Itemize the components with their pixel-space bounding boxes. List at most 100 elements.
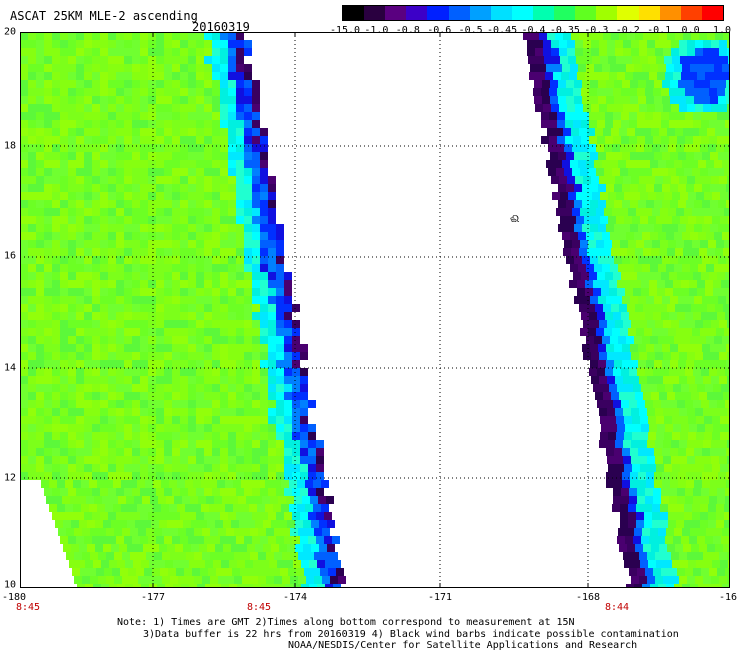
data-cell	[108, 216, 116, 224]
data-cell	[250, 552, 258, 560]
data-cell	[663, 376, 671, 384]
data-cell	[220, 304, 228, 312]
data-cell	[276, 376, 284, 384]
data-cell	[253, 584, 261, 588]
data-cell	[537, 72, 545, 80]
data-cell	[148, 512, 156, 520]
data-cell	[244, 280, 252, 288]
data-cell	[646, 344, 654, 352]
data-cell	[276, 304, 284, 312]
colorbar-segment	[427, 6, 449, 20]
data-cell	[204, 472, 212, 480]
data-cell	[727, 40, 730, 48]
data-cell	[675, 248, 683, 256]
data-cell	[621, 136, 629, 144]
data-cell	[571, 32, 579, 40]
data-cell	[20, 264, 28, 272]
data-cell	[591, 376, 599, 384]
data-cell	[601, 288, 609, 296]
data-cell	[196, 152, 204, 160]
data-cell	[548, 144, 556, 152]
data-cell	[284, 416, 292, 424]
data-cell	[95, 520, 103, 528]
data-cell	[710, 224, 718, 232]
data-cell	[20, 112, 28, 120]
data-cell	[156, 368, 164, 376]
data-cell	[36, 192, 44, 200]
data-cell	[212, 400, 220, 408]
data-cell	[132, 184, 140, 192]
data-cell	[268, 400, 276, 408]
data-cell	[294, 496, 302, 504]
colorbar-segment	[638, 6, 660, 20]
data-cell	[622, 96, 630, 104]
data-cell	[148, 88, 156, 96]
data-cell	[228, 296, 236, 304]
data-cell	[140, 216, 148, 224]
data-cell	[20, 184, 28, 192]
data-cell	[648, 416, 656, 424]
data-cell	[653, 136, 661, 144]
data-cell	[68, 168, 76, 176]
data-cell	[686, 96, 694, 104]
data-cell	[44, 400, 52, 408]
data-cell	[618, 264, 626, 272]
data-cell	[292, 368, 300, 376]
data-cell	[260, 512, 268, 520]
data-cell	[617, 536, 625, 544]
data-cell	[260, 176, 268, 184]
data-cell	[84, 144, 92, 152]
data-cell	[308, 448, 316, 456]
data-cell	[84, 32, 92, 40]
data-cell	[124, 168, 132, 176]
data-cell	[575, 40, 583, 48]
colorbar-segment	[490, 6, 512, 20]
data-cell	[648, 464, 656, 472]
data-cell	[583, 320, 591, 328]
data-cell	[132, 280, 140, 288]
data-cell	[701, 488, 709, 496]
data-cell	[124, 400, 132, 408]
data-cell	[680, 416, 688, 424]
colorbar-label: -0.35	[549, 25, 580, 36]
data-cell	[679, 40, 687, 48]
data-cell	[196, 440, 204, 448]
data-cell	[250, 576, 258, 584]
data-cell	[623, 352, 631, 360]
data-cell	[20, 72, 28, 80]
data-cell	[228, 88, 236, 96]
data-cell	[252, 320, 260, 328]
data-cell	[201, 504, 209, 512]
data-cell	[100, 392, 108, 400]
data-cell	[630, 344, 638, 352]
data-cell	[108, 336, 116, 344]
data-cell	[132, 296, 140, 304]
data-cell	[116, 304, 124, 312]
data-cell	[20, 56, 28, 64]
data-cell	[52, 216, 60, 224]
data-cell	[697, 280, 705, 288]
colorbar-label: -0.6	[427, 25, 452, 36]
data-cell	[652, 512, 660, 520]
data-cell	[60, 440, 68, 448]
data-cell	[196, 264, 204, 272]
data-cell	[646, 448, 654, 456]
data-cell	[191, 520, 199, 528]
data-cell	[133, 560, 141, 568]
data-cell	[300, 456, 308, 464]
data-cell	[663, 40, 671, 48]
data-cell	[268, 184, 276, 192]
data-cell	[692, 240, 700, 248]
data-cell	[52, 104, 60, 112]
data-cell	[587, 128, 595, 136]
data-cell	[276, 432, 284, 440]
data-cell	[44, 464, 52, 472]
data-cell	[132, 440, 140, 448]
data-cell	[52, 488, 60, 496]
data-cell	[132, 464, 140, 472]
data-cell	[654, 200, 662, 208]
data-cell	[228, 288, 236, 296]
data-cell	[723, 248, 730, 256]
data-cell	[196, 376, 204, 384]
data-cell	[84, 472, 92, 480]
